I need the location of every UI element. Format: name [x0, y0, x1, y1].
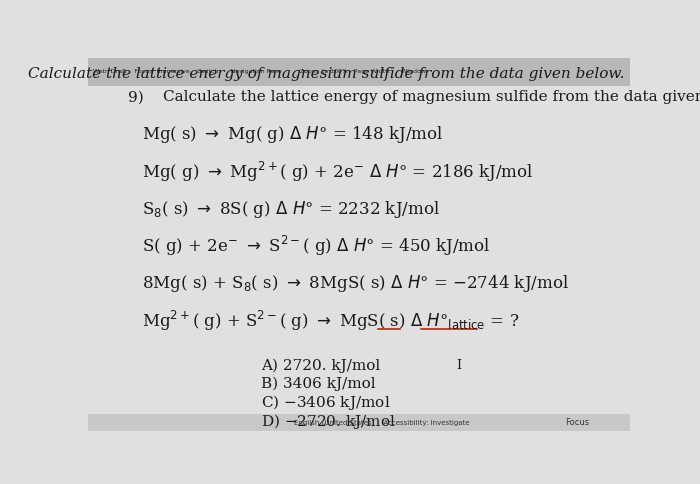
- Text: D) $-$2720. kJ/mol: D) $-$2720. kJ/mol: [261, 412, 396, 431]
- Text: C) $-$3406 kJ/mol: C) $-$3406 kJ/mol: [261, 393, 391, 412]
- Text: S( g) + 2e$^{-}$ $\rightarrow$ S$^{2-}$( g) $\Delta$ $H$° = 450 kJ/mol: S( g) + 2e$^{-}$ $\rightarrow$ S$^{2-}$(…: [141, 234, 490, 258]
- Text: S$_8$( s) $\rightarrow$ 8S( g) $\Delta$ $H$° = 2232 kJ/mol: S$_8$( s) $\rightarrow$ 8S( g) $\Delta$ …: [141, 198, 440, 220]
- Text: Mg( g) $\rightarrow$ Mg$^{2+}$( g) + 2e$^{-}$ $\Delta$ $H$° = 2186 kJ/mol: Mg( g) $\rightarrow$ Mg$^{2+}$( g) + 2e$…: [141, 160, 533, 184]
- Text: Web  Draft    Focus  Immersive    Switch      Navigation Pane         Zoom  to 1: Web Draft Focus Immersive Switch Navigat…: [93, 69, 426, 75]
- Bar: [88, 58, 630, 86]
- Text: Mg( s) $\rightarrow$ Mg( g) $\Delta$ $H$° = 148 kJ/mol: Mg( s) $\rightarrow$ Mg( g) $\Delta$ $H$…: [141, 124, 443, 145]
- Text: 9): 9): [128, 90, 144, 104]
- Text: I: I: [456, 359, 461, 372]
- Text: English (United States)    Accessibility: Investigate: English (United States) Accessibility: I…: [294, 419, 469, 426]
- Text: Focus: Focus: [565, 418, 589, 427]
- Text: B) 3406 kJ/mol: B) 3406 kJ/mol: [261, 377, 376, 392]
- Text: Calculate the lattice energy of magnesium sulfide from the data given below.: Calculate the lattice energy of magnesiu…: [28, 67, 624, 81]
- Text: 8Mg( s) + S$_8$( s) $\rightarrow$ 8MgS( s) $\Delta$ $H$° = $-$2744 kJ/mol: 8Mg( s) + S$_8$( s) $\rightarrow$ 8MgS( …: [141, 273, 568, 294]
- Text: A) 2720. kJ/mol: A) 2720. kJ/mol: [261, 358, 380, 373]
- Text: Calculate the lattice energy of magnesium sulfide from the data given below.: Calculate the lattice energy of magnesiu…: [163, 90, 700, 104]
- Bar: [88, 414, 630, 431]
- Text: Mg$^{2+}$( g) + S$^{2-}$( g) $\rightarrow$ MgS( s) $\Delta$ $H$°$_\mathrm{lattic: Mg$^{2+}$( g) + S$^{2-}$( g) $\rightarro…: [141, 309, 519, 333]
